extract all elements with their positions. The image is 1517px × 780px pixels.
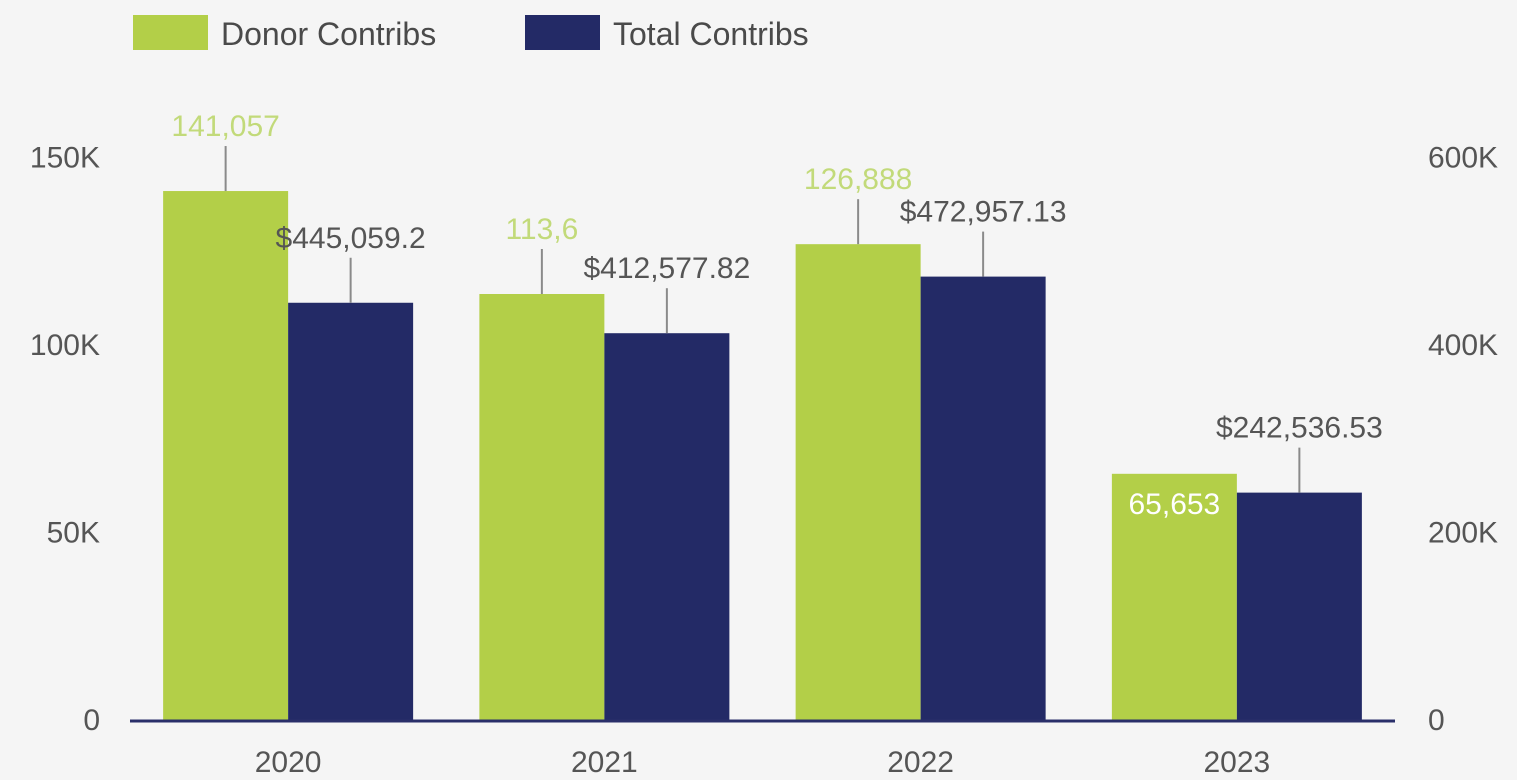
right-tick-label: 200K [1428,517,1498,550]
legend-label: Donor Contribs [221,16,436,52]
left-tick-label: 100K [30,329,100,362]
data-label: 65,653 [1128,488,1220,521]
bar-donor-contribs [1111,473,1237,720]
left-axis: 0 50K 100K 150K [30,142,100,738]
data-label: $472,957.13 [900,196,1067,229]
x-tick-label: 2022 [887,746,954,779]
data-label: $412,577.82 [583,252,750,285]
x-tick-label: 2023 [1204,746,1271,779]
bar-donor-contribs [795,244,921,721]
x-tick-label: 2021 [571,746,638,779]
bar-donor-contribs [163,191,289,720]
data-label: 113,6 [505,213,578,246]
x-tick-label: 2020 [255,746,322,779]
right-tick-label: 400K [1428,329,1498,362]
left-tick-label: 50K [47,517,100,550]
label-leader-lines [224,146,1301,493]
bars-group [163,191,1362,721]
left-tick-label: 0 [83,704,100,737]
left-tick-label: 150K [30,142,100,175]
data-labels: 141,057 $445,059.2 113,6$412,577.82 126,888… [171,110,1382,521]
right-axis: 0 200K 400K 600K [1428,142,1498,738]
x-axis: 2020 2021 2022 2023 [255,746,1271,779]
chart-legend: Donor Contribs Total Contribs [133,15,809,52]
right-tick-label: 0 [1428,704,1445,737]
bar-total-contribs [920,276,1046,720]
data-label: 126,888 [804,163,912,196]
data-label: $242,536.53 [1216,412,1383,445]
bar-total-contribs [1236,492,1362,720]
legend-swatch [525,15,600,50]
legend-swatch [133,15,208,50]
legend-label: Total Contribs [613,16,809,52]
bar-donor-contribs [479,294,605,720]
data-label: 141,057 [171,110,279,143]
data-label: $445,059.2 [276,222,426,255]
bar-total-contribs [604,333,730,720]
bar-total-contribs [288,302,414,720]
right-tick-label: 600K [1428,142,1498,175]
